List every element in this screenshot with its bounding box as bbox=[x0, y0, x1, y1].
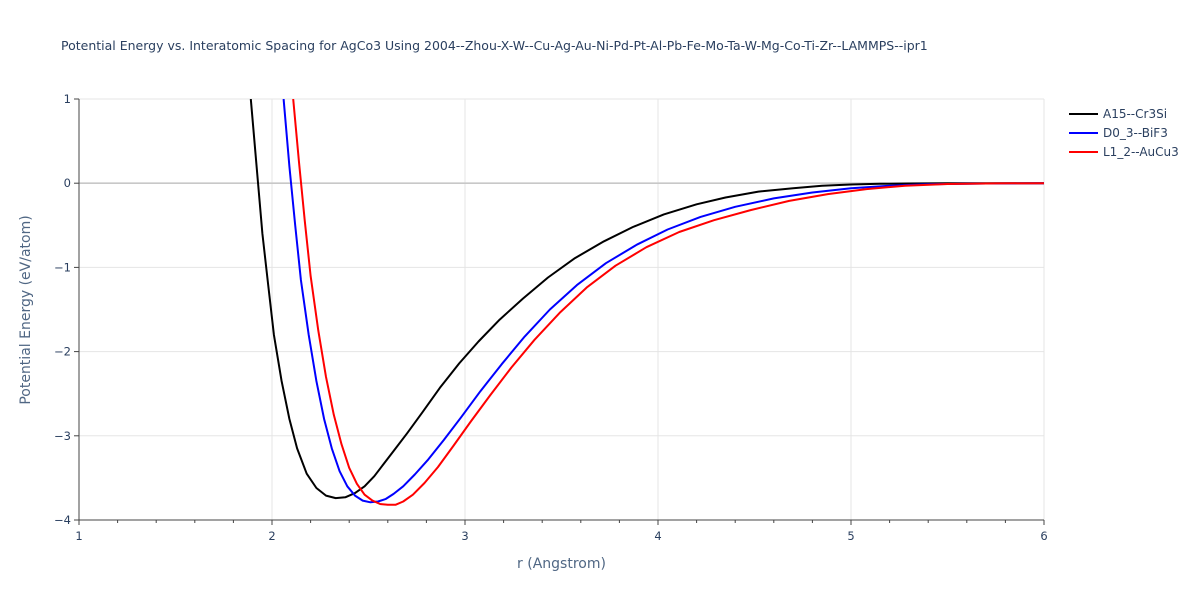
x-tick-label: 1 bbox=[75, 529, 82, 543]
grid bbox=[79, 98, 1045, 520]
y-tick-label: 1 bbox=[64, 92, 71, 106]
x-tick-label: 6 bbox=[1040, 529, 1047, 543]
x-axis-title: r (Angstrom) bbox=[517, 556, 606, 572]
axes bbox=[74, 98, 1045, 525]
legend-item[interactable]: D0_3--BiF3 bbox=[1069, 126, 1168, 140]
x-tick-label: 2 bbox=[268, 529, 275, 543]
series-line bbox=[282, 99, 1044, 504]
y-tick-label: −2 bbox=[54, 345, 71, 359]
y-tick-label: 0 bbox=[64, 176, 71, 190]
y-tick-label: −1 bbox=[54, 260, 71, 274]
legend-item[interactable]: A15--Cr3Si bbox=[1069, 107, 1167, 121]
series-line bbox=[249, 99, 1044, 500]
x-tick-label: 5 bbox=[847, 529, 854, 543]
legend-label: L1_2--AuCu3 bbox=[1103, 145, 1179, 159]
legend-item[interactable]: L1_2--AuCu3 bbox=[1069, 145, 1179, 159]
y-tick-label: −3 bbox=[54, 429, 71, 443]
legend-label: A15--Cr3Si bbox=[1103, 107, 1167, 121]
y-tick-label: −4 bbox=[54, 513, 71, 527]
series-lines bbox=[249, 99, 1044, 506]
series-line bbox=[292, 99, 1044, 506]
tick-labels: 1 2 3 4 5 6 1 0 −1 −2 −3 −4 bbox=[54, 92, 1048, 543]
legend[interactable]: A15--Cr3Si D0_3--BiF3 L1_2--AuCu3 bbox=[1069, 107, 1179, 159]
y-axis-title: Potential Energy (eV/atom) bbox=[18, 215, 34, 404]
chart-title: Potential Energy vs. Interatomic Spacing… bbox=[61, 38, 928, 53]
legend-label: D0_3--BiF3 bbox=[1103, 126, 1168, 140]
x-tick-label: 4 bbox=[654, 529, 661, 543]
x-tick-label: 3 bbox=[461, 529, 468, 543]
